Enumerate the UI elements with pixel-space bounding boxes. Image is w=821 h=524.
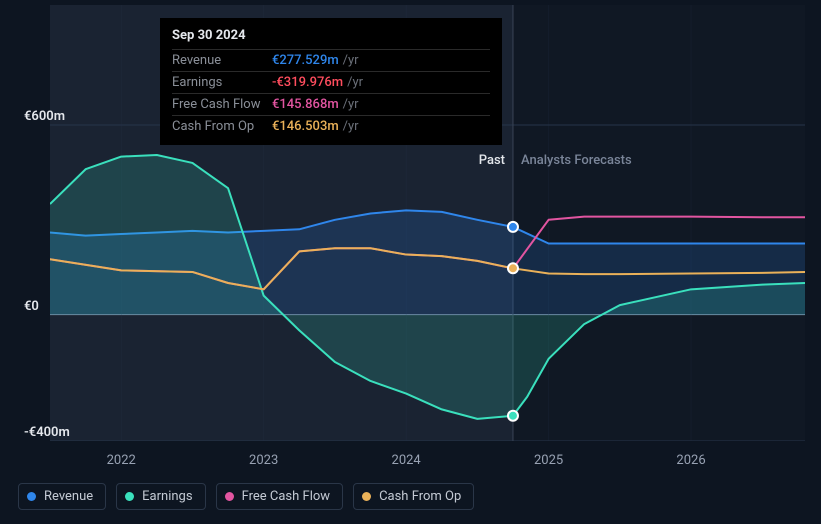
tooltip-unit: /yr: [343, 119, 359, 134]
tooltip-unit: /yr: [343, 97, 359, 112]
tooltip-value: -€319.976m: [272, 75, 343, 90]
marker-dot: [508, 222, 518, 232]
legend-dot: [125, 492, 134, 501]
legend-dot: [225, 492, 234, 501]
x-axis-tick: 2025: [534, 453, 563, 468]
section-label-future: Analysts Forecasts: [521, 153, 632, 168]
section-label-past: Past: [479, 153, 505, 168]
legend-label: Cash From Op: [379, 489, 461, 504]
tooltip-value: €277.529m: [272, 53, 339, 68]
tooltip-row: Earnings-€319.976m/yr: [172, 71, 490, 93]
marker-dot: [508, 263, 518, 273]
chart-tooltip: Sep 30 2024 Revenue€277.529m/yrEarnings-…: [160, 18, 502, 145]
legend-dot: [362, 492, 371, 501]
tooltip-label: Cash From Op: [172, 119, 272, 134]
y-axis-tick: -€400m: [24, 425, 94, 440]
legend-item[interactable]: Earnings: [116, 483, 205, 510]
tooltip-row: Free Cash Flow€145.868m/yr: [172, 93, 490, 115]
x-axis-tick: 2023: [249, 453, 278, 468]
x-axis-tick: 2026: [676, 453, 705, 468]
legend-item[interactable]: Free Cash Flow: [216, 483, 343, 510]
y-axis-tick: €0: [24, 299, 94, 314]
legend-label: Earnings: [142, 489, 192, 504]
tooltip-date: Sep 30 2024: [172, 28, 490, 43]
tooltip-value: €146.503m: [272, 119, 339, 134]
tooltip-label: Revenue: [172, 53, 272, 68]
tooltip-row: Revenue€277.529m/yr: [172, 49, 490, 71]
plot-area[interactable]: Past Analysts Forecasts €600m€0-€400m202…: [50, 125, 805, 441]
legend-dot: [27, 492, 36, 501]
x-axis-tick: 2022: [107, 453, 136, 468]
tooltip-value: €145.868m: [272, 97, 339, 112]
x-axis-tick: 2024: [392, 453, 421, 468]
legend-item[interactable]: Cash From Op: [353, 483, 474, 510]
financials-chart: Sep 30 2024 Revenue€277.529m/yrEarnings-…: [18, 0, 803, 514]
legend-item[interactable]: Revenue: [18, 483, 106, 510]
tooltip-label: Free Cash Flow: [172, 97, 272, 112]
tooltip-unit: /yr: [343, 53, 359, 68]
legend-label: Free Cash Flow: [242, 489, 330, 504]
tooltip-unit: /yr: [347, 75, 363, 90]
tooltip-label: Earnings: [172, 75, 272, 90]
legend: Revenue Earnings Free Cash Flow Cash From O…: [18, 483, 474, 510]
legend-label: Revenue: [44, 489, 93, 504]
marker-dot: [508, 411, 518, 421]
y-axis-tick: €600m: [24, 109, 94, 124]
tooltip-row: Cash From Op€146.503m/yr: [172, 115, 490, 137]
